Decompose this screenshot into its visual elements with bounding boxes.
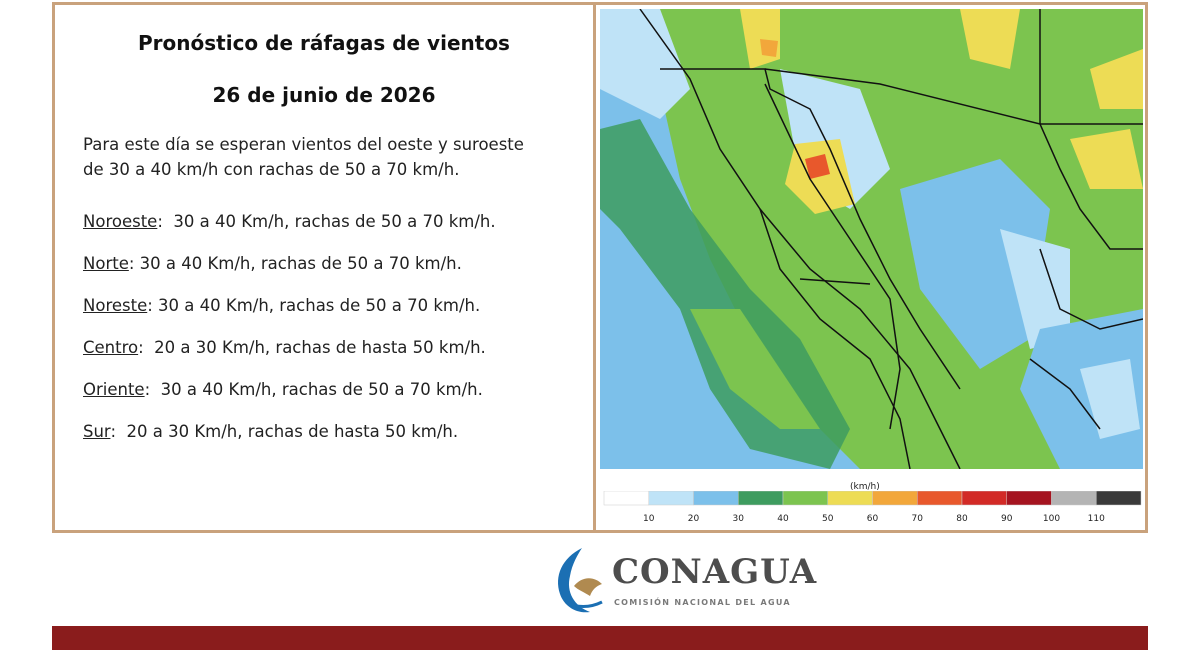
region-row: Sur: 20 a 30 Km/h, rachas de hasta 50 km…	[83, 422, 458, 441]
legend-tick: 50	[822, 514, 834, 524]
region-detail: : 30 a 40 Km/h, rachas de 50 a 70 km/h.	[157, 212, 496, 231]
intro: Para este día se esperan vientos del oes…	[83, 132, 524, 182]
region-name: Noreste	[83, 296, 148, 315]
region-detail: : 20 a 30 Km/h, rachas de hasta 50 km/h.	[138, 338, 486, 357]
region-name: Oriente	[83, 380, 145, 399]
legend-swatch	[738, 491, 784, 506]
legend-swatch	[648, 491, 694, 506]
legend-tick: 20	[688, 514, 700, 524]
legend-swatch	[782, 491, 828, 506]
region-name: Noroeste	[83, 212, 158, 231]
intro-line: de 30 a 40 km/h con rachas de 50 a 70 km…	[83, 160, 460, 179]
legend-tick: 110	[1088, 514, 1105, 524]
region-detail: : 30 a 40 Km/h, rachas de 50 a 70 km/h.	[147, 296, 481, 315]
footer-bar	[52, 626, 1148, 650]
legend-swatch	[872, 491, 918, 506]
map-panel: 10 20 30 40 50 60 70 80 90 100 110 (km/h)	[593, 2, 1148, 533]
legend-swatch	[961, 491, 1007, 506]
date: 26 de junio de 2026	[212, 83, 436, 107]
legend-tick: 70	[912, 514, 924, 524]
region-row: Norte: 30 a 40 Km/h, rachas de 50 a 70 k…	[83, 254, 462, 273]
legend-unit: (km/h)	[850, 482, 880, 492]
legend-tick: 90	[1001, 514, 1013, 524]
legend-swatch	[693, 491, 739, 506]
text-panel: Pronóstico de ráfagas de vientos 26 de j…	[52, 2, 596, 533]
region-row: Noroeste: 30 a 40 Km/h, rachas de 50 a 7…	[83, 212, 496, 231]
legend-swatch	[1096, 491, 1142, 506]
legend-tick: 80	[956, 514, 968, 524]
legend-tick: 10	[643, 514, 655, 524]
logo-name: CONAGUA	[612, 552, 818, 592]
legend-tick: 40	[777, 514, 789, 524]
region-row: Oriente: 30 a 40 Km/h, rachas de 50 a 70…	[83, 380, 483, 399]
legend-swatch	[827, 491, 873, 506]
wind-map	[600, 9, 1143, 469]
legend-tick: 30	[733, 514, 745, 524]
region-name: Norte	[83, 254, 129, 273]
legend-swatch	[603, 491, 649, 506]
region-name: Centro	[83, 338, 139, 357]
legend-tick: 60	[867, 514, 879, 524]
region-row: Noreste: 30 a 40 Km/h, rachas de 50 a 70…	[83, 296, 480, 315]
title: Pronóstico de ráfagas de vientos	[138, 31, 510, 55]
legend-swatch	[917, 491, 963, 506]
legend-swatch	[1051, 491, 1097, 506]
logo-icon	[558, 548, 603, 613]
region-detail: : 30 a 40 Km/h, rachas de 50 a 70 km/h.	[144, 380, 483, 399]
region-detail: : 20 a 30 Km/h, rachas de hasta 50 km/h.	[110, 422, 459, 441]
legend-swatch	[1006, 491, 1052, 506]
logo-subtitle: COMISIÓN NACIONAL DEL AGUA	[614, 598, 791, 607]
region-row: Centro: 20 a 30 Km/h, rachas de hasta 50…	[83, 338, 486, 357]
legend: 10 20 30 40 50 60 70 80 90 100 110	[603, 491, 1142, 524]
region-detail: : 30 a 40 Km/h, rachas de 50 a 70 km/h.	[128, 254, 462, 273]
intro-line: Para este día se esperan vientos del oes…	[83, 135, 524, 154]
legend-tick: 100	[1043, 514, 1060, 524]
footer	[52, 536, 1148, 626]
region-name: Sur	[83, 422, 111, 441]
